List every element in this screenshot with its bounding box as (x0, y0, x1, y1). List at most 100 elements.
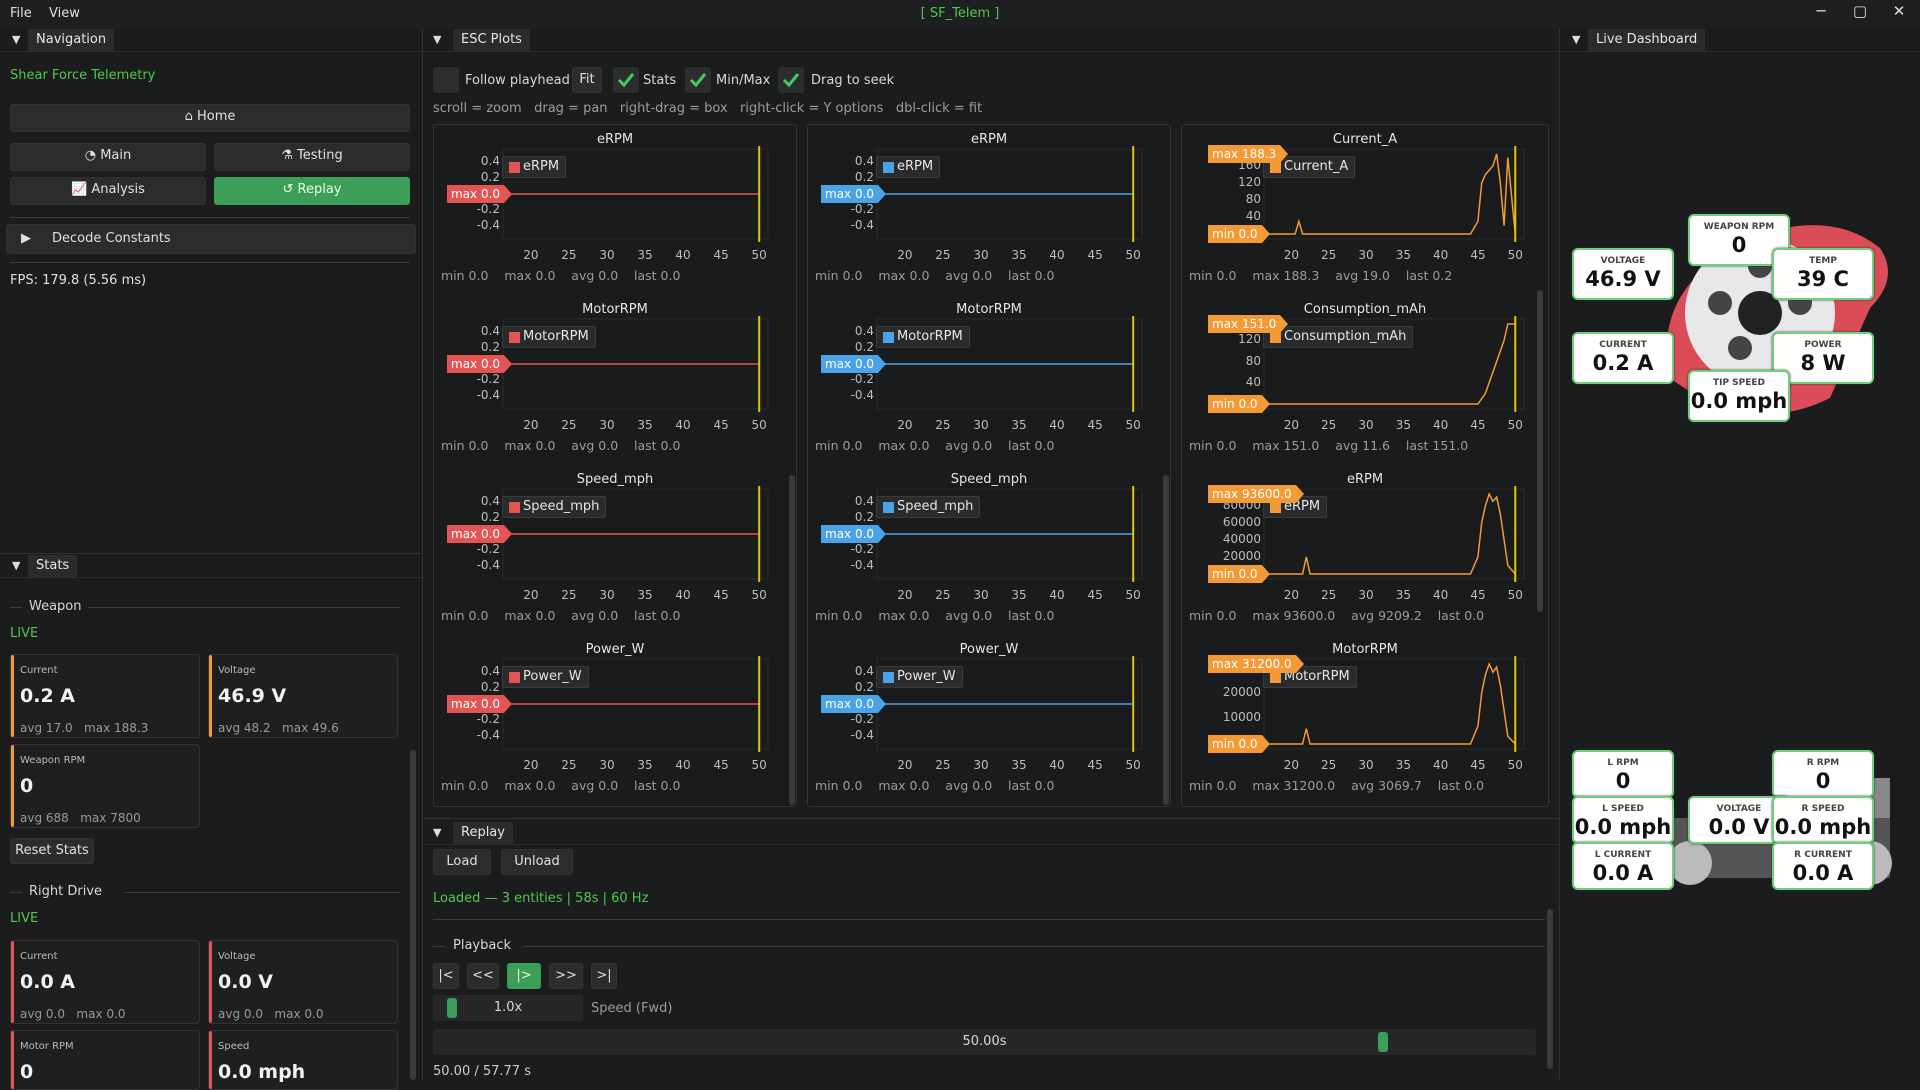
plot-area[interactable] (1181, 634, 1549, 804)
plot-area[interactable] (1181, 294, 1549, 464)
fit-button[interactable]: Fit (572, 67, 602, 93)
tab-esc-plots[interactable]: ESC Plots (453, 29, 530, 51)
y-tick-label: 0.4 (480, 154, 500, 168)
dash-card-value: 0 (1731, 233, 1747, 257)
navigation-panel: ▼ Navigation Shear Force Telemetry ⌂ Hom… (0, 28, 422, 548)
plot-stats: min 0.0 max 0.0 avg 0.0 last 0.0 (815, 268, 1055, 283)
panel-divider[interactable] (1559, 28, 1560, 1080)
maximize-button[interactable]: ▢ (1852, 2, 1868, 20)
minimize-button[interactable]: ─ (1816, 2, 1826, 20)
x-tick-label: 45 (1087, 418, 1103, 432)
unload-button[interactable]: Unload (501, 849, 573, 875)
minmax-checkbox[interactable] (685, 67, 711, 93)
plot: Speed_mph0.40.20.0-0.2-0.420253035404550… (807, 464, 1171, 634)
y-tick-label: 0.2 (480, 510, 500, 524)
x-tick-label: 20 (897, 248, 913, 262)
series-line (1269, 492, 1516, 575)
check-icon (689, 73, 707, 88)
x-tick-label: 30 (1358, 418, 1374, 432)
y-tick-label: 0.2 (854, 170, 874, 184)
fast-forward-button[interactable]: >> (549, 963, 583, 989)
collapse-icon[interactable]: ▼ (1572, 33, 1581, 46)
testing-button[interactable]: ⚗ Testing (214, 143, 410, 171)
speed-slider-handle[interactable] (447, 998, 457, 1018)
play-button[interactable]: |> (507, 963, 541, 989)
collapse-icon[interactable]: ▼ (12, 33, 21, 46)
tab-live-dashboard[interactable]: Live Dashboard (1588, 29, 1706, 51)
plot-area[interactable] (1181, 464, 1549, 634)
close-button[interactable]: ✕ (1892, 2, 1906, 20)
tab-replay[interactable]: Replay (453, 822, 513, 844)
load-button[interactable]: Load (433, 849, 491, 875)
legend-swatch (509, 332, 520, 343)
divider (124, 892, 400, 893)
timeline-handle[interactable] (1378, 1032, 1389, 1052)
plot-stats: min 0.0 max 0.0 avg 0.0 last 0.0 (815, 608, 1055, 623)
file-menu[interactable]: File (10, 6, 32, 21)
x-tick-label: 20 (523, 248, 539, 262)
time-value: 50.00s (962, 1034, 1007, 1049)
timeline-slider[interactable]: 50.00s (433, 1029, 1536, 1055)
plots-scrollbar[interactable] (1537, 290, 1543, 612)
dash-card-value: 46.9 V (1585, 267, 1661, 291)
x-tick-label: 35 (637, 588, 653, 602)
dash-card-value: 0.2 A (1592, 351, 1654, 375)
x-tick-label: 45 (1087, 758, 1103, 772)
y-tick-label: -0.2 (476, 372, 500, 386)
dash-card-value: 0.0 mph (1574, 815, 1672, 839)
replay-button[interactable]: ↺ Replay (214, 177, 410, 205)
analysis-button[interactable]: 📈 Analysis (10, 177, 206, 205)
divider (10, 262, 410, 263)
replay-scrollbar[interactable] (1547, 909, 1553, 1069)
panel-divider[interactable] (422, 28, 423, 1080)
main-button[interactable]: ◔ Main (10, 143, 206, 171)
x-tick-label: 25 (561, 418, 577, 432)
app-name: Shear Force Telemetry (10, 68, 156, 83)
legend-label: Current_A (1284, 159, 1349, 174)
x-tick-label: 20 (1283, 418, 1300, 432)
plot-title: Power_W (585, 642, 645, 657)
stats-panel: ▼ Stats Weapon LIVE Current 0.2 A avg 17… (0, 553, 422, 1090)
plot: Consumption_mAh 120 80 40 20 25 30 35 40 45 50 Cons… (1181, 294, 1549, 464)
collapse-icon[interactable]: ▼ (12, 559, 21, 572)
y-tick-label: -0.4 (476, 558, 500, 572)
dash-card-label: R SPEED (1801, 804, 1845, 814)
collapse-icon[interactable]: ▼ (433, 33, 442, 46)
decode-constants-header[interactable]: ▶ Decode Constants (6, 224, 416, 254)
follow-playhead-checkbox[interactable] (433, 67, 459, 93)
stats-checkbox[interactable] (613, 67, 639, 93)
y-tick-label: 10000 (1222, 710, 1261, 725)
flask-icon: ⚗ (281, 148, 293, 163)
speed-slider[interactable]: 1.0x (433, 995, 583, 1021)
main-label: Main (100, 148, 132, 163)
legend-label: Speed_mph (523, 499, 600, 514)
plot: Speed_mph0.40.20.0-0.2-0.420253035404550… (433, 464, 797, 634)
reset-stats-button[interactable]: Reset Stats (10, 838, 94, 864)
plot-area[interactable] (1181, 124, 1549, 294)
plot: Power_W0.40.20.0-0.2-0.420253035404550Po… (807, 634, 1171, 804)
dash-card-current: CURRENT 0.2 A (1572, 332, 1674, 384)
x-tick-label: 40 (675, 248, 691, 262)
stats-scrollbar[interactable] (410, 750, 416, 1080)
tab-stats[interactable]: Stats (28, 555, 78, 577)
card-label: Weapon RPM (20, 755, 86, 766)
x-tick-label: 40 (1433, 588, 1449, 602)
plot-title: Current_A (1332, 132, 1398, 147)
skip-end-button[interactable]: >| (591, 963, 617, 989)
view-menu[interactable]: View (49, 6, 80, 21)
card-value: 0.2 A (20, 685, 75, 707)
plots-scrollbar[interactable] (789, 475, 795, 805)
collapse-icon[interactable]: ▼ (433, 826, 442, 839)
y-tick-label: -0.4 (476, 728, 500, 742)
speed-value: 1.0x (493, 1000, 523, 1015)
legend-swatch (509, 162, 520, 173)
rewind-button[interactable]: << (467, 963, 499, 989)
drag-to-seek-checkbox[interactable] (778, 67, 804, 93)
skip-start-button[interactable]: |< (433, 963, 459, 989)
x-tick-label: 25 (561, 758, 577, 772)
home-button[interactable]: ⌂ Home (10, 104, 410, 132)
x-tick-label: 40 (1049, 418, 1065, 432)
tab-navigation[interactable]: Navigation (28, 29, 115, 51)
plots-scrollbar[interactable] (1163, 475, 1169, 805)
x-tick-label: 25 (935, 588, 951, 602)
